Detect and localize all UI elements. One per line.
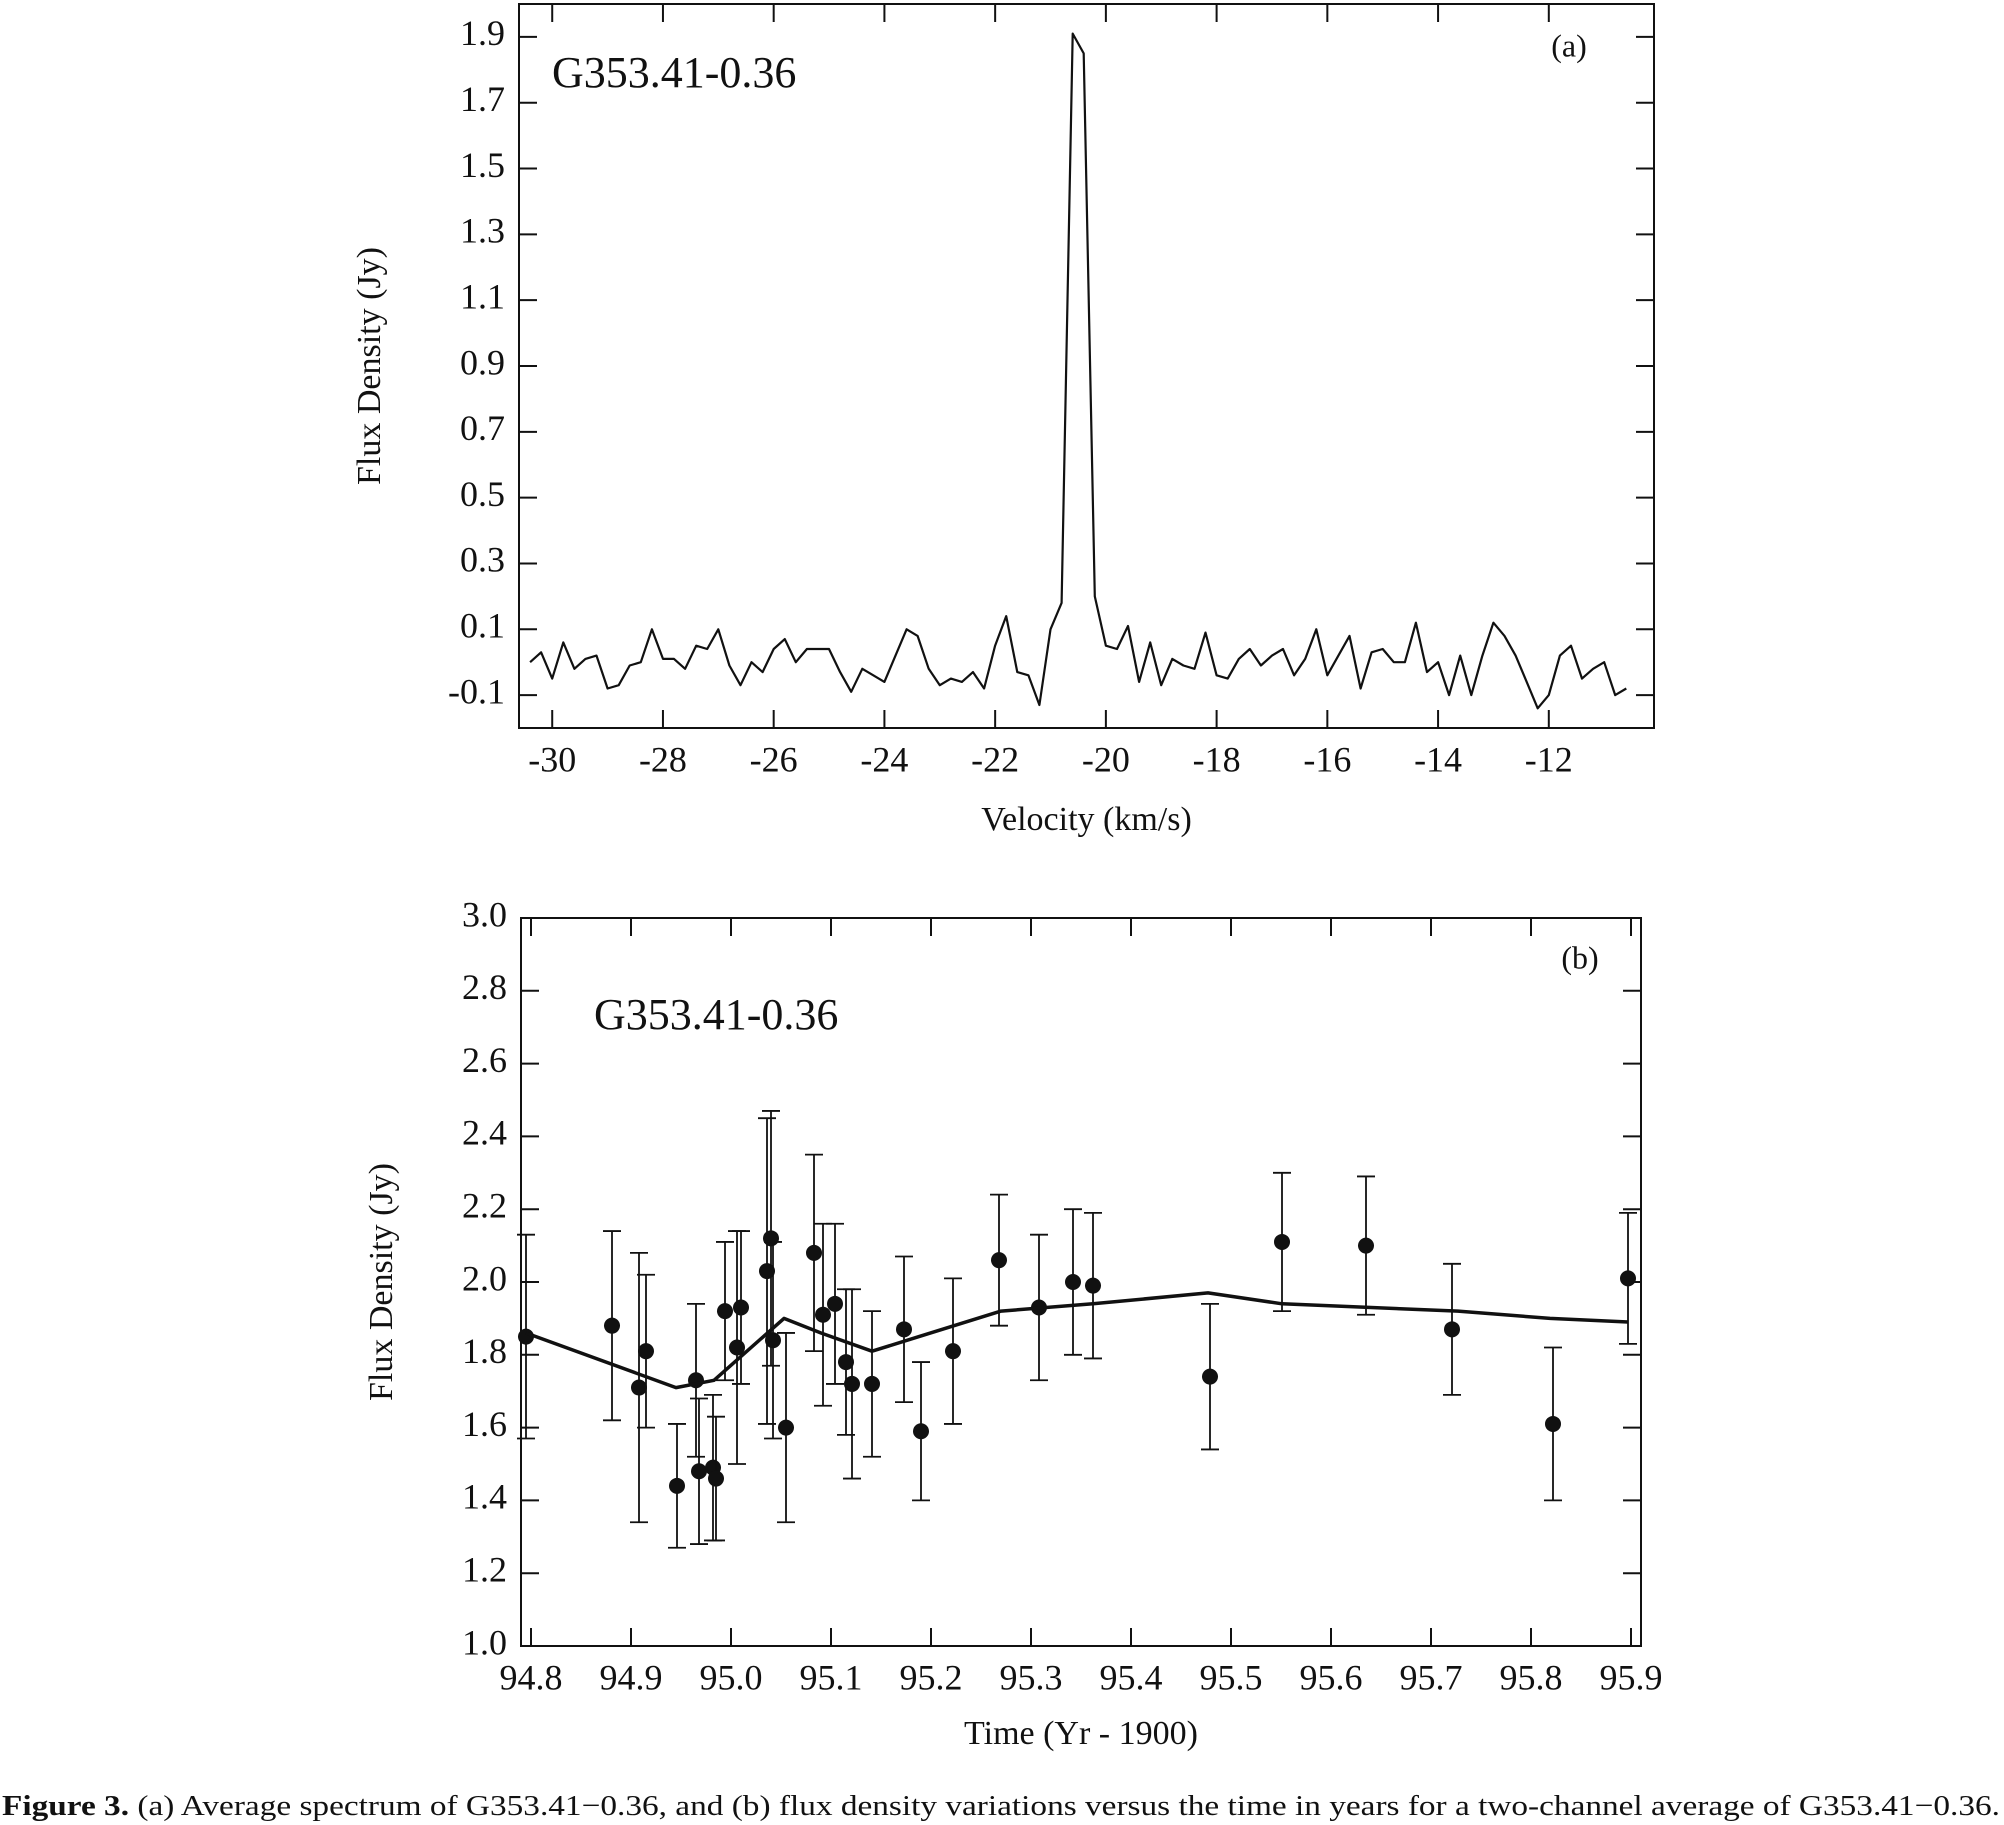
data-point [638, 1343, 654, 1360]
y-tick-label: 2.2 [462, 1185, 507, 1225]
data-point [913, 1423, 929, 1440]
x-tick-label: -22 [971, 739, 1019, 779]
panel-label: (b) [1561, 939, 1598, 975]
data-point [708, 1470, 724, 1487]
data-point [827, 1295, 843, 1312]
data-point [864, 1375, 880, 1392]
data-point [1065, 1274, 1081, 1290]
x-tick-label: 95.9 [1600, 1657, 1663, 1697]
x-tick-label: 95.0 [700, 1657, 763, 1697]
y-tick-label: 1.6 [462, 1404, 507, 1444]
y-tick-label: 2.0 [462, 1258, 507, 1298]
data-point [763, 1230, 779, 1247]
data-point [691, 1463, 707, 1480]
data-point [717, 1303, 733, 1320]
x-tick-label: 95.3 [1000, 1657, 1063, 1697]
y-axis-label: Flux Density (Jy) [351, 247, 388, 485]
data-line [529, 32, 1627, 710]
data-point [1274, 1233, 1290, 1250]
y-tick-label: 1.2 [462, 1549, 507, 1589]
x-tick-label: 94.8 [500, 1657, 563, 1697]
data-point [1358, 1237, 1374, 1254]
data-point [733, 1299, 749, 1316]
data-point [806, 1244, 822, 1261]
y-tick-label: 2.6 [462, 1040, 507, 1080]
annotation: G353.41-0.36 [552, 48, 796, 97]
caption-text: (a) Average spectrum of G353.41−0.36, an… [129, 1790, 2000, 1822]
caption: Figure 3. (a) Average spectrum of G353.4… [2, 1790, 2000, 1822]
panel-label: (a) [1551, 27, 1587, 63]
data-point [1620, 1270, 1636, 1287]
x-tick-label: -26 [750, 739, 798, 779]
data-line [525, 1291, 1629, 1390]
y-tick-label: 2.4 [462, 1113, 507, 1153]
y-tick-label: 3.0 [462, 894, 507, 934]
plot-frame [518, 3, 1655, 729]
data-point [844, 1375, 860, 1392]
x-tick-label: -14 [1414, 739, 1462, 779]
x-tick-label: 94.9 [600, 1657, 663, 1697]
y-tick-label: 0.3 [460, 540, 505, 580]
y-tick-label: 1.5 [460, 145, 505, 185]
y-tick-label: 2.8 [462, 967, 507, 1007]
y-tick-label: -0.1 [448, 671, 505, 711]
y-tick-label: 1.1 [460, 276, 505, 316]
data-point [945, 1343, 961, 1360]
data-point [896, 1321, 912, 1338]
x-tick-label: 95.5 [1200, 1657, 1263, 1697]
data-point [1444, 1321, 1460, 1338]
x-tick-label: -12 [1525, 739, 1573, 779]
data-point [631, 1379, 647, 1396]
x-tick-label: 95.8 [1500, 1657, 1563, 1697]
x-tick-label: -30 [528, 739, 576, 779]
data-point [765, 1332, 781, 1349]
x-axis-label: Time (Yr - 1900) [964, 1715, 1198, 1752]
data-point [838, 1354, 854, 1371]
y-tick-label: 0.7 [460, 408, 505, 448]
y-tick-label: 0.5 [460, 474, 505, 514]
caption-label: Figure 3. [2, 1790, 129, 1822]
x-axis-label: Velocity (km/s) [981, 801, 1192, 838]
y-tick-label: 0.1 [460, 606, 505, 646]
y-tick-label: 0.9 [460, 342, 505, 382]
x-tick-label: 95.4 [1100, 1657, 1163, 1697]
x-tick-label: -28 [639, 739, 687, 779]
data-point [1545, 1415, 1561, 1432]
x-tick-label: -20 [1082, 739, 1130, 779]
data-point [1202, 1368, 1218, 1385]
x-tick-label: 95.7 [1400, 1657, 1463, 1697]
y-tick-label: 1.4 [462, 1477, 507, 1517]
data-point [778, 1419, 794, 1436]
x-tick-label: -16 [1303, 739, 1351, 779]
y-tick-label: 1.8 [462, 1331, 507, 1371]
data-point [669, 1477, 685, 1494]
data-point [991, 1252, 1007, 1269]
y-tick-label: 1.0 [462, 1622, 507, 1662]
y-axis-label: Flux Density (Jy) [363, 1163, 400, 1401]
x-tick-label: -24 [860, 739, 908, 779]
y-tick-label: 1.9 [460, 13, 505, 53]
annotation: G353.41-0.36 [594, 990, 838, 1039]
data-point [815, 1306, 831, 1323]
data-point [604, 1317, 620, 1334]
x-tick-label: -18 [1193, 739, 1241, 779]
y-tick-label: 1.3 [460, 211, 505, 251]
x-tick-label: 95.1 [800, 1657, 863, 1697]
x-tick-label: 95.6 [1300, 1657, 1363, 1697]
data-point [1085, 1277, 1101, 1294]
y-tick-label: 1.7 [460, 79, 505, 119]
x-tick-label: 95.2 [900, 1657, 963, 1697]
